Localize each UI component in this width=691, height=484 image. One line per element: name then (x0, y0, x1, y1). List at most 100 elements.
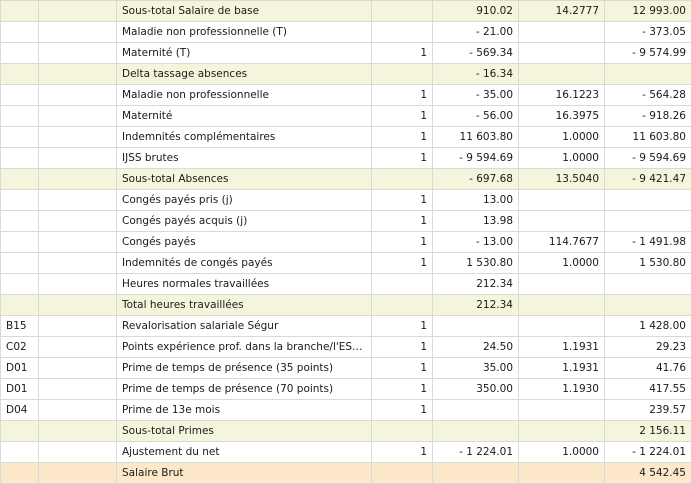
base-cell (433, 400, 519, 421)
amount-cell (605, 211, 691, 232)
amount-cell: 417.55 (605, 379, 691, 400)
empty-cell (39, 421, 117, 442)
quantity-cell: 1 (372, 211, 433, 232)
empty-cell (39, 295, 117, 316)
amount-cell: - 564.28 (605, 85, 691, 106)
code-cell: D04 (1, 400, 39, 421)
rate-cell (519, 211, 605, 232)
amount-cell: - 9 594.69 (605, 148, 691, 169)
quantity-cell: 1 (372, 337, 433, 358)
base-cell: 13.00 (433, 190, 519, 211)
base-cell: 1 530.80 (433, 253, 519, 274)
label-cell: Salaire Brut (117, 463, 372, 484)
table-row[interactable]: Delta tassage absences- 16.34 (1, 64, 691, 85)
table-row[interactable]: Maternité (T)1- 569.34- 9 574.99 (1, 43, 691, 64)
quantity-cell: 1 (372, 148, 433, 169)
rate-cell (519, 295, 605, 316)
amount-cell: 1 428.00 (605, 316, 691, 337)
empty-cell (39, 316, 117, 337)
table-row[interactable]: Salaire Brut 4 542.45 (1, 463, 691, 484)
rate-cell: 1.1931 (519, 337, 605, 358)
empty-cell (39, 463, 117, 484)
rate-cell: 1.0000 (519, 253, 605, 274)
base-cell: 35.00 (433, 358, 519, 379)
base-cell: - 697.68 (433, 169, 519, 190)
label-cell: Heures normales travaillées (117, 274, 372, 295)
label-cell: Prime de 13e mois (117, 400, 372, 421)
quantity-cell: 1 (372, 442, 433, 463)
quantity-cell: 1 (372, 190, 433, 211)
rate-cell: 16.3975 (519, 106, 605, 127)
amount-cell: 4 542.45 (605, 463, 691, 484)
code-cell: D01 (1, 358, 39, 379)
rate-cell (519, 274, 605, 295)
rate-cell: 1.1930 (519, 379, 605, 400)
amount-cell (605, 190, 691, 211)
empty-cell (39, 232, 117, 253)
code-cell (1, 274, 39, 295)
code-cell: D01 (1, 379, 39, 400)
code-cell (1, 169, 39, 190)
base-cell: - 13.00 (433, 232, 519, 253)
label-cell: Congés payés (117, 232, 372, 253)
base-cell: - 56.00 (433, 106, 519, 127)
rate-cell: 114.7677 (519, 232, 605, 253)
rate-cell: 1.1931 (519, 358, 605, 379)
rate-cell (519, 190, 605, 211)
empty-cell (39, 253, 117, 274)
base-cell: 13.98 (433, 211, 519, 232)
code-cell (1, 463, 39, 484)
empty-cell (39, 1, 117, 22)
rate-cell: 14.2777 (519, 1, 605, 22)
code-cell (1, 43, 39, 64)
quantity-cell (372, 169, 433, 190)
quantity-cell: 1 (372, 358, 433, 379)
empty-cell (39, 85, 117, 106)
empty-cell (39, 43, 117, 64)
table-row[interactable]: Sous-total Primes 2 156.11 (1, 421, 691, 442)
base-cell (433, 463, 519, 484)
empty-cell (39, 379, 117, 400)
quantity-cell (372, 295, 433, 316)
amount-cell: 12 993.00 (605, 1, 691, 22)
amount-cell: - 1 224.01 (605, 442, 691, 463)
label-cell: Delta tassage absences (117, 64, 372, 85)
base-cell: 11 603.80 (433, 127, 519, 148)
table-row[interactable]: Maladie non professionnelle (T)- 21.00- … (1, 22, 691, 43)
quantity-cell: 1 (372, 127, 433, 148)
label-cell: Total heures travaillées (117, 295, 372, 316)
rate-cell: 1.0000 (519, 442, 605, 463)
amount-cell: 2 156.11 (605, 421, 691, 442)
base-cell: 910.02 (433, 1, 519, 22)
amount-cell: - 918.26 (605, 106, 691, 127)
amount-cell: 41.76 (605, 358, 691, 379)
amount-cell: 11 603.80 (605, 127, 691, 148)
quantity-cell: 1 (372, 253, 433, 274)
code-cell: B15 (1, 316, 39, 337)
empty-cell (39, 64, 117, 85)
rate-cell: 13.5040 (519, 169, 605, 190)
label-cell: Sous-total Primes (117, 421, 372, 442)
code-cell (1, 85, 39, 106)
code-cell (1, 106, 39, 127)
amount-cell: 239.57 (605, 400, 691, 421)
label-cell: Maternité (117, 106, 372, 127)
